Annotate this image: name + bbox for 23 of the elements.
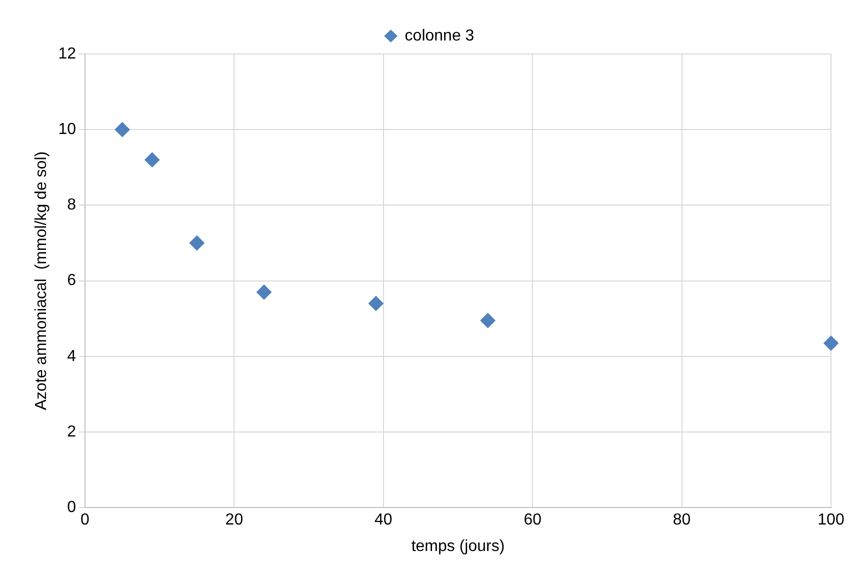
point xyxy=(256,284,272,300)
y-tick-label: 8 xyxy=(67,196,76,214)
x-tick-label: 0 xyxy=(80,512,90,529)
y-tick-label: 6 xyxy=(67,272,76,290)
y-axis-title: Azote ammoniacal (mmol/kg de sol) xyxy=(33,151,50,410)
point xyxy=(144,152,160,168)
x-tick-label: 100 xyxy=(818,512,844,529)
point xyxy=(368,296,384,311)
point xyxy=(189,236,204,250)
y-tick-label: 4 xyxy=(67,348,76,365)
x-tick-label: 80 xyxy=(672,512,691,529)
legend-label: colonne 3 xyxy=(404,27,474,44)
y-tick-label: 0 xyxy=(67,499,76,516)
y-tick-label: 10 xyxy=(58,121,76,138)
x-tick-label: 60 xyxy=(524,512,542,529)
x-tick-label: 20 xyxy=(225,512,244,529)
point xyxy=(114,122,130,138)
y-tick-label: 12 xyxy=(58,45,76,62)
x-tick-label: 40 xyxy=(374,512,392,529)
y-tick-label: 2 xyxy=(67,423,76,440)
point xyxy=(480,312,496,328)
x-axis-title: temps (jours) xyxy=(411,538,505,555)
point xyxy=(824,336,838,351)
